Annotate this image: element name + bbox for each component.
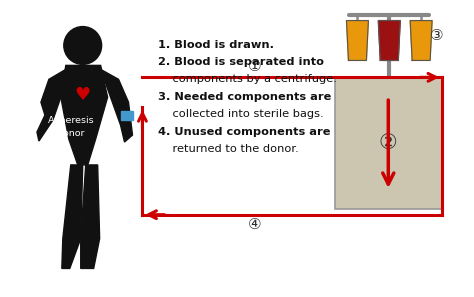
Polygon shape <box>346 20 368 60</box>
Text: 2. Blood is separated into: 2. Blood is separated into <box>158 57 324 67</box>
Polygon shape <box>62 165 83 268</box>
Polygon shape <box>61 65 108 165</box>
Text: ④: ④ <box>248 217 262 232</box>
Text: ②: ② <box>379 133 398 153</box>
Polygon shape <box>378 20 400 60</box>
Text: ♥: ♥ <box>75 86 91 104</box>
Polygon shape <box>100 69 133 142</box>
Text: components by a centrifuge.: components by a centrifuge. <box>158 74 337 84</box>
Polygon shape <box>410 20 432 60</box>
Text: ③: ③ <box>430 28 444 43</box>
Text: 1. Blood is drawn.: 1. Blood is drawn. <box>158 40 274 50</box>
Bar <box>120 111 134 120</box>
Polygon shape <box>37 69 66 141</box>
Text: returned to the donor.: returned to the donor. <box>158 144 299 154</box>
Text: 3. Needed components are: 3. Needed components are <box>158 92 332 102</box>
Bar <box>335 77 442 209</box>
Circle shape <box>64 26 101 64</box>
Text: 4. Unused components are: 4. Unused components are <box>158 127 331 137</box>
Text: Apheresis
donor: Apheresis donor <box>47 116 94 138</box>
Text: collected into sterile bags.: collected into sterile bags. <box>158 109 324 119</box>
Text: ①: ① <box>248 59 262 74</box>
Polygon shape <box>81 165 100 268</box>
